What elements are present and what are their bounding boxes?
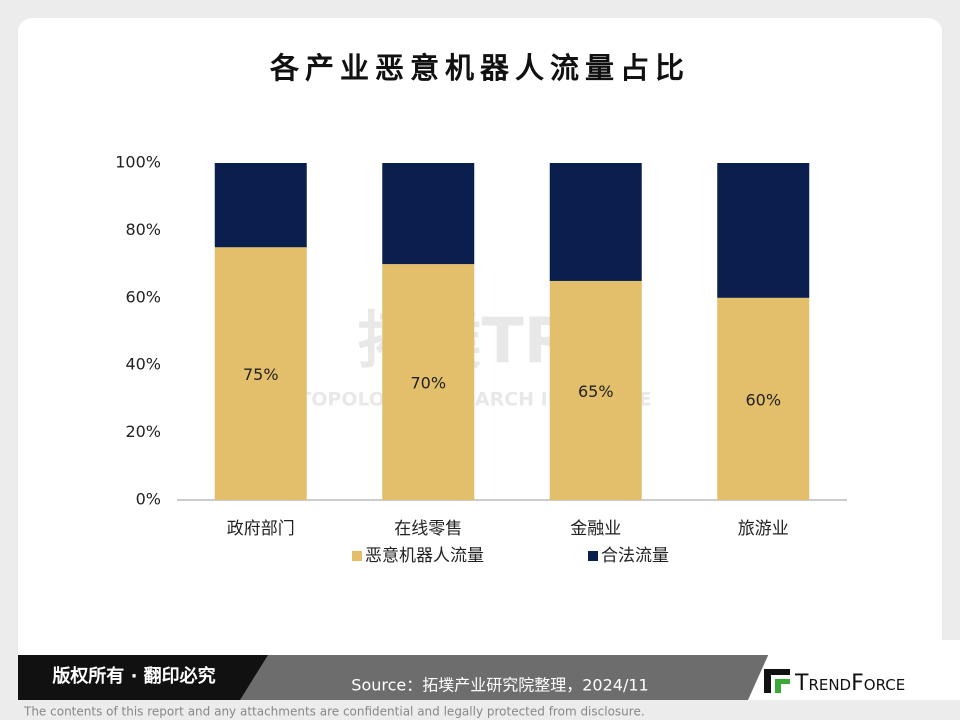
source: Source：拓墣产业研究院整理，2024/11 xyxy=(351,676,648,695)
y-tick-label: 0% xyxy=(136,490,161,509)
plot: 0% 20% 40% 60% 80% 100% 政府部门 75% 在线零售 70% 金融业 65% 旅游… xyxy=(115,153,847,566)
bar-segment xyxy=(214,247,307,500)
chart-title: 各产业恶意机器人流量占比 xyxy=(269,51,690,85)
bar-segment xyxy=(214,163,307,248)
legend-label: 恶意机器人流量 xyxy=(365,546,484,566)
footer-logo-bg xyxy=(748,640,960,700)
legend-swatch xyxy=(588,551,598,561)
x-tick-label: 金融业 xyxy=(570,519,621,539)
copyright: 版权所有 · 翻印必究 xyxy=(52,665,215,687)
y-tick-label: 20% xyxy=(125,422,161,441)
bar-segment xyxy=(382,163,475,265)
logo-part xyxy=(775,679,790,684)
footer-left xyxy=(18,655,268,700)
bar-segment xyxy=(717,297,810,500)
disclaimer: The contents of this report and any atta… xyxy=(23,705,645,719)
legend-label: 合法流量 xyxy=(601,546,669,566)
value-label: 75% xyxy=(243,365,279,384)
bar-segment xyxy=(549,280,642,500)
bar-segment xyxy=(549,163,642,281)
y-tick-label: 40% xyxy=(125,355,161,374)
bar-segment xyxy=(717,163,810,298)
legend-swatch xyxy=(352,551,362,561)
logo-part xyxy=(775,679,781,693)
logo-icon xyxy=(764,669,790,693)
value-label: 60% xyxy=(745,390,781,409)
x-tick-label: 在线零售 xyxy=(394,519,462,539)
bar-segment xyxy=(382,264,475,500)
x-tick-label: 旅游业 xyxy=(738,519,789,539)
x-tick-label: 政府部门 xyxy=(227,519,295,539)
y-tick-label: 80% xyxy=(125,220,161,239)
logo-text: TrendForce xyxy=(794,671,905,696)
logo-part xyxy=(764,669,790,675)
value-label: 65% xyxy=(578,382,614,401)
y-tick-label: 100% xyxy=(115,153,161,172)
y-tick-label: 60% xyxy=(125,287,161,306)
logo-part xyxy=(764,669,771,693)
value-label: 70% xyxy=(410,374,446,393)
